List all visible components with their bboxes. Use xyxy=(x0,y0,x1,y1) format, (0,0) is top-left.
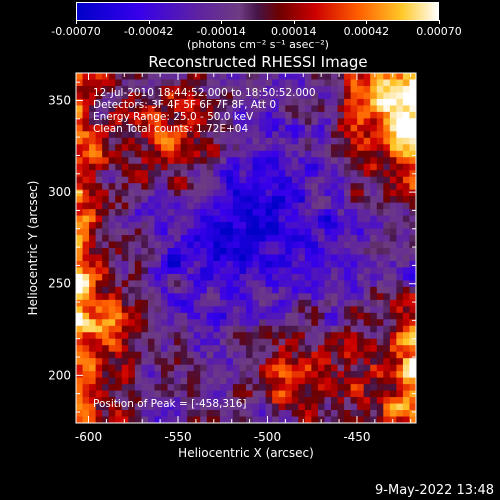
colorbar-tick-label: 0.00070 xyxy=(416,25,462,38)
footer-date: 9-May-2022 13:48 xyxy=(375,483,494,498)
y-tick-label: 300 xyxy=(48,185,71,199)
colorbar-tick-label: -0.00042 xyxy=(123,25,174,38)
annotation-line-2: Detectors: 3F 4F 5F 6F 7F 8F, Att 0 xyxy=(93,99,276,111)
y-tick-label: 350 xyxy=(48,93,71,107)
axis-ticks: -600 -550 -500 -450 200 250 300 350 xyxy=(48,73,416,444)
plot-frame xyxy=(75,72,417,424)
x-tick-label: -450 xyxy=(343,430,370,444)
y-tick-label: 200 xyxy=(48,368,71,382)
x-axis-label: Heliocentric X (arcsec) xyxy=(178,446,314,460)
colorbar-unit: (photons cm⁻² s⁻¹ asec⁻²) xyxy=(187,38,329,51)
colorbar-tick-mark xyxy=(221,20,223,24)
heatmap-image xyxy=(76,73,416,423)
colorbar-tick-label: -0.00070 xyxy=(51,25,101,38)
colorbar-tick-mark xyxy=(366,20,368,24)
x-tick-label: -500 xyxy=(254,430,281,444)
colorbar xyxy=(76,2,439,21)
annotation-line-1: 12-Jul-2010 18:44:52.000 to 18:50:52.000 xyxy=(93,87,316,99)
x-tick-label: -600 xyxy=(75,430,102,444)
colorbar-tick-mark xyxy=(439,20,440,24)
annotation-line-3: Energy Range: 25.0 - 50.0 keV xyxy=(93,111,254,123)
x-tick-label: -550 xyxy=(164,430,191,444)
colorbar-tick-label: 0.00014 xyxy=(271,25,317,38)
colorbar-tick-mark xyxy=(293,20,295,24)
colorbar-tick-mark xyxy=(148,20,150,24)
peak-position-label: Position of Peak = [-458,316] xyxy=(93,398,247,410)
annotation-line-4: Clean Total counts: 1.72E+04 xyxy=(93,123,248,135)
colorbar-tick-label: -0.00014 xyxy=(196,25,246,38)
y-tick-label: 250 xyxy=(48,277,71,291)
colorbar-tick-mark xyxy=(76,20,77,24)
y-axis-label: Heliocentric Y (arcsec) xyxy=(26,181,40,316)
chart-title: Reconstructed RHESSI Image xyxy=(148,53,368,71)
colorbar-tick-label: 0.00042 xyxy=(343,25,390,38)
